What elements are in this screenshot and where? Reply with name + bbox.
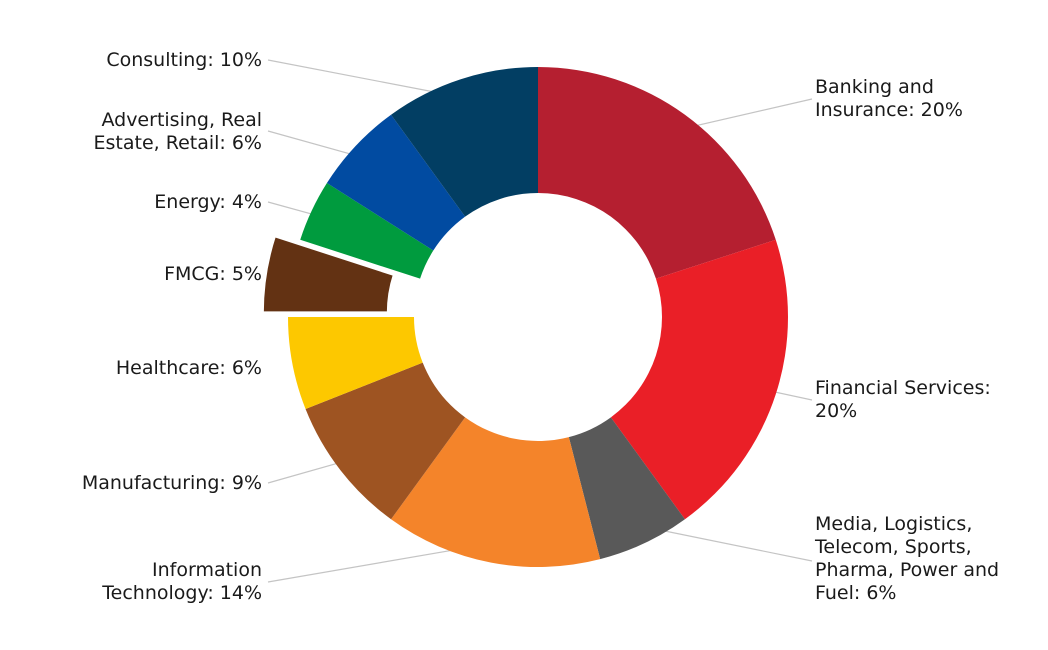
label-line: Media, Logistics, — [815, 513, 972, 535]
slice-information-technology — [391, 417, 601, 567]
slice-fmcg — [260, 233, 397, 315]
slice-media-logistics-telecom-sports-pharma-power-and-fuel — [568, 417, 685, 560]
label-line: Consulting: 10% — [106, 49, 262, 71]
label-line: Financial Services: — [815, 377, 991, 399]
label-manufacturing: Manufacturing: 9% — [82, 472, 262, 494]
label-line: Healthcare: 6% — [116, 357, 262, 379]
label-media-logistics-telecom-sports-pharma-power-and-fuel: Media, Logistics, Telecom, Sports, Pharma,… — [814, 513, 999, 604]
slice-banking-and-insurance — [538, 67, 776, 279]
label-consulting: Consulting: 10% — [106, 49, 262, 71]
label-line: Information — [152, 559, 262, 581]
slice-energy — [300, 183, 434, 279]
label-line: Banking and — [815, 76, 934, 98]
label-line: Energy: 4% — [154, 191, 262, 213]
label-line: Pharma, Power and — [815, 559, 999, 581]
label-information-technology: Information Technology: 14% — [101, 559, 262, 604]
label-line: Telecom, Sports, — [814, 536, 972, 558]
slice-labels: Banking and Insurance: 20% Financial Servi… — [82, 49, 999, 604]
label-financial-services: Financial Services: 20% — [815, 377, 991, 422]
label-line: Fuel: 6% — [815, 582, 896, 604]
donut-slices — [260, 67, 788, 567]
slice-financial-services — [610, 239, 788, 520]
label-healthcare: Healthcare: 6% — [116, 357, 262, 379]
label-line: Manufacturing: 9% — [82, 472, 262, 494]
label-line: Advertising, Real — [101, 109, 262, 131]
slice-consulting — [391, 67, 538, 217]
label-energy: Energy: 4% — [154, 191, 262, 213]
label-line: Technology: 14% — [101, 582, 262, 604]
slice-healthcare — [288, 317, 423, 410]
slice-manufacturing — [305, 362, 466, 520]
label-line: Estate, Retail: 6% — [94, 132, 263, 154]
label-advertising-real-estate-retail: Advertising, Real Estate, Retail: 6% — [94, 109, 263, 154]
label-line: FMCG: 5% — [164, 263, 262, 285]
slice-advertising-real-estate-retail — [326, 114, 466, 251]
label-fmcg: FMCG: 5% — [164, 263, 262, 285]
label-line: 20% — [815, 400, 857, 422]
label-line: Insurance: 20% — [815, 99, 963, 121]
label-banking-and-insurance: Banking and Insurance: 20% — [815, 76, 963, 121]
